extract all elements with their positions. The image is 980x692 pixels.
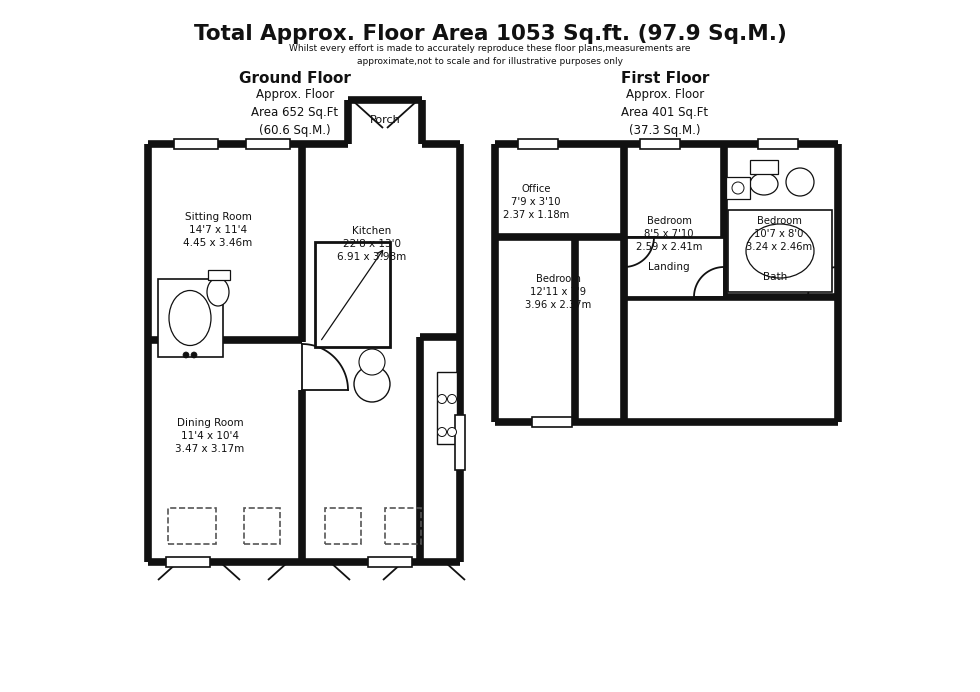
Text: Sitting Room
14'7 x 11'4
4.45 x 3.46m: Sitting Room 14'7 x 11'4 4.45 x 3.46m	[183, 212, 253, 248]
Bar	[640, 139, 680, 149]
Bar	[166, 557, 210, 567]
Text: Office
7'9 x 3'10
2.37 x 1.18m: Office 7'9 x 3'10 2.37 x 1.18m	[503, 184, 569, 220]
Circle shape	[359, 349, 385, 375]
Bar	[750, 160, 778, 174]
Ellipse shape	[169, 291, 211, 345]
Bar	[246, 139, 290, 149]
Text: Approx. Floor
Area 652 Sq.Ft
(60.6 Sq.M.): Approx. Floor Area 652 Sq.Ft (60.6 Sq.M.…	[252, 88, 338, 137]
Text: Bath: Bath	[762, 272, 787, 282]
Text: Landing: Landing	[648, 262, 690, 272]
Bar	[518, 139, 558, 149]
Circle shape	[191, 352, 197, 358]
Bar	[168, 508, 216, 544]
Bar	[174, 139, 218, 149]
Text: Total Approx. Floor Area 1053 Sq.ft. (97.9 Sq.M.): Total Approx. Floor Area 1053 Sq.ft. (97…	[194, 24, 786, 44]
Ellipse shape	[746, 224, 814, 278]
Text: Kitchen
22'8 x 13'0
6.91 x 3.98m: Kitchen 22'8 x 13'0 6.91 x 3.98m	[337, 226, 407, 262]
Circle shape	[437, 394, 447, 403]
Bar	[208, 270, 230, 280]
Bar	[325, 508, 361, 544]
Bar	[437, 372, 457, 444]
Text: Dining Room
11'4 x 10'4
3.47 x 3.17m: Dining Room 11'4 x 10'4 3.47 x 3.17m	[175, 418, 245, 454]
Text: Bedroom
10'7 x 8'0
3.24 x 2.46m: Bedroom 10'7 x 8'0 3.24 x 2.46m	[746, 216, 812, 252]
Bar	[244, 508, 280, 544]
Text: Bedroom
8'5 x 7'10
2.59 x 2.41m: Bedroom 8'5 x 7'10 2.59 x 2.41m	[636, 216, 703, 252]
Circle shape	[183, 352, 189, 358]
Bar	[758, 139, 798, 149]
Circle shape	[732, 182, 744, 194]
Ellipse shape	[750, 173, 778, 195]
Ellipse shape	[207, 278, 229, 306]
Circle shape	[437, 428, 447, 437]
Bar	[626, 237, 724, 297]
Circle shape	[354, 366, 390, 402]
Text: Bedroom
12'11 x 7'9
3.96 x 2.37m: Bedroom 12'11 x 7'9 3.96 x 2.37m	[525, 274, 591, 310]
Bar	[728, 210, 832, 292]
Text: First Floor: First Floor	[620, 71, 710, 86]
Bar	[726, 177, 750, 199]
Text: Whilst every effort is made to accurately reproduce these floor plans,measuremen: Whilst every effort is made to accuratel…	[289, 44, 691, 66]
Text: Ground Floor: Ground Floor	[239, 71, 351, 86]
Circle shape	[448, 394, 457, 403]
Bar	[158, 279, 223, 357]
Circle shape	[786, 168, 814, 196]
Bar	[385, 508, 421, 544]
Bar	[455, 415, 465, 470]
Bar	[368, 557, 412, 567]
Circle shape	[448, 428, 457, 437]
Bar	[315, 242, 390, 347]
Text: Porch: Porch	[369, 115, 401, 125]
Bar	[532, 417, 572, 427]
Text: Approx. Floor
Area 401 Sq.Ft
(37.3 Sq.M.): Approx. Floor Area 401 Sq.Ft (37.3 Sq.M.…	[621, 88, 709, 137]
